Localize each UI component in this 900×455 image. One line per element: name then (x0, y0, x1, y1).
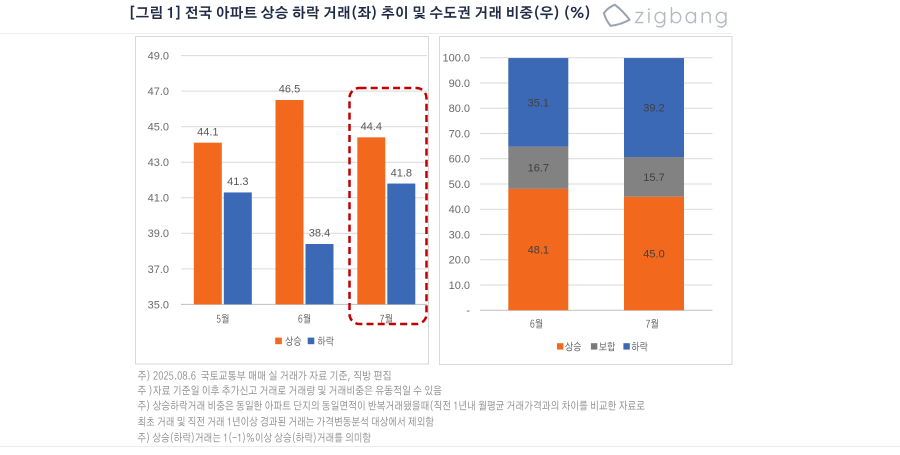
svg-text:39.2: 39.2 (643, 102, 664, 114)
svg-text:100.0: 100.0 (442, 53, 470, 65)
svg-text:44.4: 44.4 (361, 121, 382, 133)
svg-text:41.8: 41.8 (391, 167, 412, 179)
svg-text:48.1: 48.1 (528, 244, 549, 256)
svg-text:45.0: 45.0 (643, 248, 664, 260)
svg-text:41.0: 41.0 (148, 193, 169, 205)
svg-text:37.0: 37.0 (148, 264, 169, 276)
svg-text:16.7: 16.7 (528, 163, 549, 175)
svg-text:90.0: 90.0 (449, 78, 470, 90)
svg-text:50.0: 50.0 (449, 179, 470, 191)
svg-text:38.4: 38.4 (309, 228, 330, 240)
svg-text:60.0: 60.0 (449, 154, 470, 166)
svg-text:39.0: 39.0 (148, 228, 169, 240)
svg-text:44.1: 44.1 (197, 126, 218, 138)
svg-text:43.0: 43.0 (148, 157, 169, 169)
svg-text:10.0: 10.0 (449, 280, 470, 292)
svg-text:46.5: 46.5 (279, 84, 300, 96)
svg-text:49.0: 49.0 (148, 51, 169, 63)
svg-text:80.0: 80.0 (449, 103, 470, 115)
svg-text:35.1: 35.1 (528, 97, 549, 109)
svg-text:20.0: 20.0 (449, 255, 470, 267)
svg-text:-: - (466, 305, 470, 317)
svg-text:70.0: 70.0 (449, 128, 470, 140)
svg-text:15.7: 15.7 (643, 172, 664, 184)
svg-text:40.0: 40.0 (449, 204, 470, 216)
svg-text:47.0: 47.0 (148, 86, 169, 98)
svg-text:35.0: 35.0 (148, 299, 169, 311)
svg-text:45.0: 45.0 (148, 122, 169, 134)
svg-text:30.0: 30.0 (449, 229, 470, 241)
svg-text:41.3: 41.3 (227, 176, 248, 188)
